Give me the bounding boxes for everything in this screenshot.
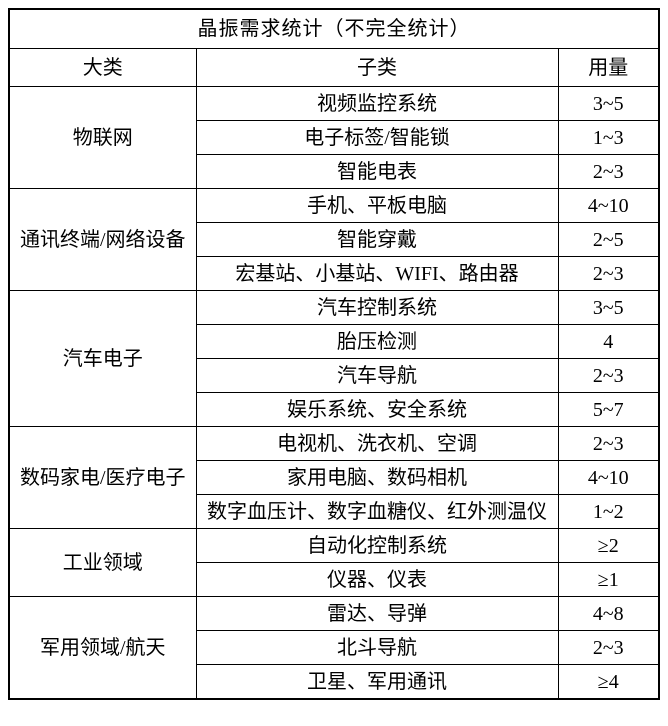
table-row: 宏基站、小基站、WIFI、路由器 2~3 [9, 256, 660, 291]
usage-cell: 2~3 [557, 154, 660, 189]
subcategory-cell: 智能电表 [195, 154, 559, 189]
usage-cell: 4~8 [557, 596, 660, 631]
category-cell: 汽车电子 [8, 290, 197, 427]
table-row: 数字血压计、数字血糖仪、红外测温仪 1~2 [9, 494, 660, 529]
usage-cell: 3~5 [557, 290, 660, 325]
usage-cell: 4~10 [557, 460, 660, 495]
table-row: 娱乐系统、安全系统 5~7 [9, 392, 660, 427]
table-title-row: 晶振需求统计（不完全统计） [8, 8, 660, 49]
subcategory-cell: 手机、平板电脑 [195, 188, 559, 223]
table-row: 北斗导航 2~3 [9, 630, 660, 665]
usage-cell: 4 [557, 324, 660, 359]
usage-cell: 5~7 [557, 392, 660, 427]
usage-cell: 2~3 [557, 256, 660, 291]
table-row: 汽车电子 汽车控制系统 3~5 [8, 290, 660, 427]
usage-cell: ≥4 [557, 664, 660, 700]
table-row: 数码家电/医疗电子 电视机、洗衣机、空调 2~3 [8, 426, 660, 529]
usage-cell: 2~3 [557, 358, 660, 393]
subcategory-cell: 家用电脑、数码相机 [195, 460, 559, 495]
subcategory-cell: 汽车控制系统 [195, 290, 559, 325]
usage-cell: 4~10 [557, 188, 660, 223]
subcategory-cell: 自动化控制系统 [195, 528, 559, 563]
table-row: 军用领域/航天 雷达、导弹 4~8 [8, 596, 660, 700]
usage-cell: 1~3 [557, 120, 660, 155]
subcategory-cell: 数字血压计、数字血糖仪、红外测温仪 [195, 494, 559, 529]
usage-cell: 2~5 [557, 222, 660, 257]
usage-cell: 2~3 [557, 630, 660, 665]
subcategory-cell: 娱乐系统、安全系统 [195, 392, 559, 427]
usage-cell: ≥1 [557, 562, 660, 597]
table-row: 卫星、军用通讯 ≥4 [9, 664, 660, 700]
usage-cell: 2~3 [557, 426, 660, 461]
subcategory-cell: 胎压检测 [195, 324, 559, 359]
column-header-subcategory: 子类 [195, 48, 559, 87]
subcategory-cell: 北斗导航 [195, 630, 559, 665]
usage-cell: 3~5 [557, 86, 660, 121]
column-header-category: 大类 [8, 48, 197, 87]
subcategory-cell: 卫星、军用通讯 [195, 664, 559, 700]
category-cell: 工业领域 [8, 528, 197, 597]
table-row: 仪器、仪表 ≥1 [9, 562, 660, 597]
table-row: 智能穿戴 2~5 [9, 222, 660, 257]
table-body: 物联网 视频监控系统 3~5 电子标签/智能锁 1~3 智能电表 2~3 通讯终端/网络设备手… [8, 86, 660, 700]
category-cell: 军用领域/航天 [8, 596, 197, 700]
subcategory-cell: 智能穿戴 [195, 222, 559, 257]
subcategory-cell: 电子标签/智能锁 [195, 120, 559, 155]
subcategory-cell: 电视机、洗衣机、空调 [195, 426, 559, 461]
table-title: 晶振需求统计（不完全统计） [8, 8, 660, 49]
category-cell: 物联网 [8, 86, 197, 189]
subcategory-cell: 汽车导航 [195, 358, 559, 393]
table-row: 工业领域 自动化控制系统 ≥2 [8, 528, 660, 597]
table-header-row: 大类 子类 用量 [8, 48, 660, 87]
table-row: 电子标签/智能锁 1~3 [9, 120, 660, 155]
category-cell: 数码家电/医疗电子 [8, 426, 197, 529]
category-cell: 通讯终端/网络设备 [8, 188, 197, 291]
table-row: 胎压检测 4 [9, 324, 660, 359]
subcategory-cell: 宏基站、小基站、WIFI、路由器 [195, 256, 559, 291]
column-header-usage: 用量 [557, 48, 660, 87]
subcategory-cell: 雷达、导弹 [195, 596, 559, 631]
table-row: 物联网 视频监控系统 3~5 [8, 86, 660, 189]
crystal-demand-table: 晶振需求统计（不完全统计） 大类 子类 用量 物联网 视频监控系统 3~5 电子标签/… [8, 8, 660, 700]
table-row: 通讯终端/网络设备 手机、平板电脑 4~10 [8, 188, 660, 291]
subcategory-cell: 视频监控系统 [195, 86, 559, 121]
subcategory-cell: 仪器、仪表 [195, 562, 559, 597]
usage-cell: 1~2 [557, 494, 660, 529]
usage-cell: ≥2 [557, 528, 660, 563]
